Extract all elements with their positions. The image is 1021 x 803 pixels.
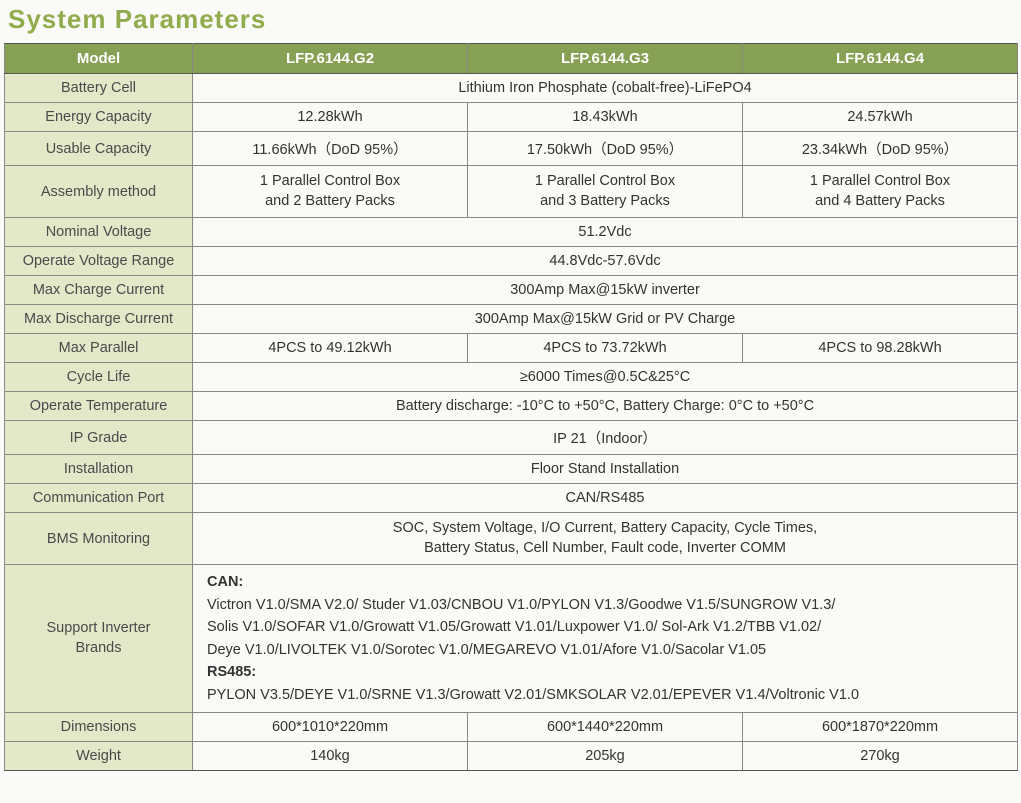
table-row: BMS MonitoringSOC, System Voltage, I/O C… [5,513,1018,565]
row-cell: 270kg [743,742,1018,771]
row-cell: 600*1870*220mm [743,713,1018,742]
row-label: Operate Temperature [5,392,193,421]
row-value: Battery discharge: -10°C to +50°C, Batte… [193,392,1018,421]
table-row: Support InverterBrandsCAN:Victron V1.0/S… [5,565,1018,713]
row-cell: 600*1440*220mm [468,713,743,742]
inverter-brands-cell: CAN:Victron V1.0/SMA V2.0/ Studer V1.03/… [193,565,1018,713]
row-cell: 23.34kWh（DoD 95%） [743,132,1018,166]
row-label: Dimensions [5,713,193,742]
row-value: 300Amp Max@15kW inverter [193,276,1018,305]
table-row: Operate TemperatureBattery discharge: -1… [5,392,1018,421]
table-row: Usable Capacity11.66kWh（DoD 95%）17.50kWh… [5,132,1018,166]
table-row: Assembly method1 Parallel Control Boxand… [5,166,1018,218]
table-row: Energy Capacity12.28kWh18.43kWh24.57kWh [5,103,1018,132]
row-label: Cycle Life [5,363,193,392]
table-row: Battery CellLithium Iron Phosphate (coba… [5,74,1018,103]
row-label: Max Charge Current [5,276,193,305]
row-value: CAN/RS485 [193,484,1018,513]
row-label: Operate Voltage Range [5,247,193,276]
row-value: 300Amp Max@15kW Grid or PV Charge [193,305,1018,334]
row-cell: 1 Parallel Control Boxand 3 Battery Pack… [468,166,743,218]
row-cell: 600*1010*220mm [193,713,468,742]
row-cell: 205kg [468,742,743,771]
row-label: Support InverterBrands [5,565,193,713]
row-cell: 4PCS to 49.12kWh [193,334,468,363]
row-label: Assembly method [5,166,193,218]
row-cell: 17.50kWh（DoD 95%） [468,132,743,166]
row-cell: 4PCS to 73.72kWh [468,334,743,363]
row-label: Energy Capacity [5,103,193,132]
table-row: Max Discharge Current300Amp Max@15kW Gri… [5,305,1018,334]
row-cell: 140kg [193,742,468,771]
row-cell: 1 Parallel Control Boxand 4 Battery Pack… [743,166,1018,218]
row-label: Nominal Voltage [5,218,193,247]
page-title: System Parameters [8,4,1017,35]
header-col-1: LFP.6144.G2 [193,44,468,74]
row-cell: 12.28kWh [193,103,468,132]
row-cell: 18.43kWh [468,103,743,132]
table-row: Dimensions600*1010*220mm600*1440*220mm60… [5,713,1018,742]
row-value: SOC, System Voltage, I/O Current, Batter… [193,513,1018,565]
row-value: Lithium Iron Phosphate (cobalt-free)-LiF… [193,74,1018,103]
row-label: Max Parallel [5,334,193,363]
row-value: Floor Stand Installation [193,455,1018,484]
table-row: Weight140kg205kg270kg [5,742,1018,771]
row-cell: 11.66kWh（DoD 95%） [193,132,468,166]
header-col-3: LFP.6144.G4 [743,44,1018,74]
row-label: Max Discharge Current [5,305,193,334]
table-row: Communication PortCAN/RS485 [5,484,1018,513]
table-row: Max Parallel4PCS to 49.12kWh4PCS to 73.7… [5,334,1018,363]
row-label: Usable Capacity [5,132,193,166]
row-label: BMS Monitoring [5,513,193,565]
header-col-2: LFP.6144.G3 [468,44,743,74]
row-cell: 4PCS to 98.28kWh [743,334,1018,363]
header-row: Model LFP.6144.G2 LFP.6144.G3 LFP.6144.G… [5,44,1018,74]
row-label: Installation [5,455,193,484]
row-value: 51.2Vdc [193,218,1018,247]
table-row: Operate Voltage Range44.8Vdc-57.6Vdc [5,247,1018,276]
row-value: 44.8Vdc-57.6Vdc [193,247,1018,276]
table-row: IP GradeIP 21（Indoor） [5,421,1018,455]
row-label: IP Grade [5,421,193,455]
row-cell: 24.57kWh [743,103,1018,132]
row-value: ≥6000 Times@0.5C&25°C [193,363,1018,392]
spec-table: Model LFP.6144.G2 LFP.6144.G3 LFP.6144.G… [4,43,1018,771]
row-cell: 1 Parallel Control Boxand 2 Battery Pack… [193,166,468,218]
header-model: Model [5,44,193,74]
table-row: Cycle Life≥6000 Times@0.5C&25°C [5,363,1018,392]
row-label: Communication Port [5,484,193,513]
row-value: IP 21（Indoor） [193,421,1018,455]
table-row: Max Charge Current300Amp Max@15kW invert… [5,276,1018,305]
table-row: InstallationFloor Stand Installation [5,455,1018,484]
table-row: Nominal Voltage51.2Vdc [5,218,1018,247]
row-label: Battery Cell [5,74,193,103]
row-label: Weight [5,742,193,771]
